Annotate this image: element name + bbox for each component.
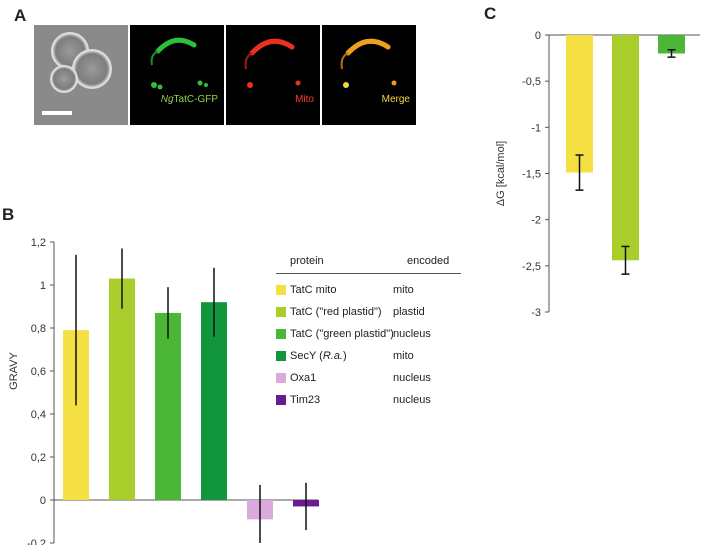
legend-swatch [276,307,286,317]
yeast-cells-image [42,32,112,115]
micrograph-brightfield [34,25,128,125]
legend-swatch [276,373,286,383]
legend-encoded: plastid [393,306,425,318]
mito-signal-image [244,38,301,88]
micrograph-mito: Mito [226,25,320,125]
y-tick-label: 0,2 [31,452,46,464]
legend-row: TatC ("green plastid") nucleus [276,323,461,345]
legend-protein: TatC ("green plastid") [290,328,394,340]
legend-row: TatC mito mito [276,279,461,301]
bar-2 [612,35,639,261]
gfp-signal-image [150,37,208,90]
legend-protein: Tim23 [290,394,321,406]
y-tick-label: 0,6 [31,366,46,378]
y-tick-label: -3 [531,307,541,319]
micrograph-gfp: NgTatC-GFP [130,25,224,125]
gravy-legend: protein encoded TatC mito mito TatC ("red … [276,255,461,411]
bar-3 [155,312,181,500]
legend-encoded: nucleus [393,372,431,384]
legend-protein: TatC mito [290,284,337,296]
y-tick-label: -0,5 [522,76,541,88]
bar-2 [109,278,135,500]
legend-encoded: mito [393,284,414,296]
panel-letter-a: A [14,6,27,25]
y-tick-label: -2 [531,215,541,227]
legend-encoded: mito [393,350,414,362]
legend-swatch [276,285,286,295]
y-tick-label: -1 [531,122,541,134]
legend-protein: TatC ("red plastid") [290,306,382,318]
micrograph-merge: Merge [322,25,416,125]
panel-letter-b: B [2,205,15,224]
micrograph-label-mito: Mito [295,94,314,105]
legend-row: Tim23 nucleus [276,389,461,411]
legend-row: TatC ("red plastid") plastid [276,301,461,323]
micrograph-label-gfp: NgTatC-GFP [160,94,218,105]
y-tick-label: 1,2 [31,237,46,249]
merge-signal-image [340,38,397,88]
scale-bar [42,111,72,115]
y-tick-label: -1,5 [522,169,541,181]
legend-protein: SecY (R.a.) [290,350,347,362]
legend-swatch [276,329,286,339]
gravy-bar-chart: 1,2 1 0,8 0,6 0,4 0,2 0 -0,2 GRAVY [8,237,319,545]
legend-header-protein: protein [290,255,324,267]
y-tick-label: 0,4 [31,409,46,421]
bar-3 [658,35,685,54]
legend-encoded: nucleus [393,328,431,340]
legend-row: SecY (R.a.) mito [276,345,461,367]
legend-header-encoded: encoded [407,255,450,267]
y-tick-label: 0,8 [31,323,46,335]
y-tick-label: -2,5 [522,261,541,273]
y-axis-label: GRAVY [8,351,20,389]
legend-protein: Oxa1 [290,372,317,384]
bar-1 [566,35,593,173]
delta-g-bar-chart: 0 -0,5 -1 -1,5 -2 -2,5 -3 ΔG [kcal/mol] [495,30,700,319]
y-tick-label: -0,2 [27,538,46,545]
legend-swatch [276,395,286,405]
y-tick-label: 0 [535,30,541,42]
panel-letter-c: C [484,4,497,23]
y-tick-label: 1 [40,280,46,292]
y-tick-label: 0 [40,495,46,507]
micrograph-label-merge: Merge [381,94,410,105]
legend-encoded: nucleus [393,394,431,406]
legend-row: Oxa1 nucleus [276,367,461,389]
legend-swatch [276,351,286,361]
y-axis-label: ΔG [kcal/mol] [495,141,507,206]
